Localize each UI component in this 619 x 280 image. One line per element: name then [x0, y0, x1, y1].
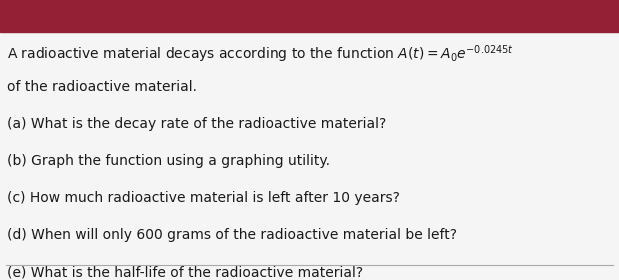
FancyBboxPatch shape [0, 0, 619, 32]
Text: A radioactive material decays according to the function $A(t) = A_0e^{-0.0245t}$: A radioactive material decays according … [7, 43, 514, 65]
Text: (b) Graph the function using a graphing utility.: (b) Graph the function using a graphing … [7, 154, 331, 168]
Text: (e) What is the half-life of the radioactive material?: (e) What is the half-life of the radioac… [7, 265, 363, 279]
Text: (a) What is the decay rate of the radioactive material?: (a) What is the decay rate of the radioa… [7, 117, 387, 131]
Text: (c) How much radioactive material is left after 10 years?: (c) How much radioactive material is lef… [7, 191, 400, 205]
FancyBboxPatch shape [0, 32, 619, 280]
Text: of the radioactive material.: of the radioactive material. [7, 80, 197, 94]
Text: (d) When will only 600 grams of the radioactive material be left?: (d) When will only 600 grams of the radi… [7, 228, 457, 242]
